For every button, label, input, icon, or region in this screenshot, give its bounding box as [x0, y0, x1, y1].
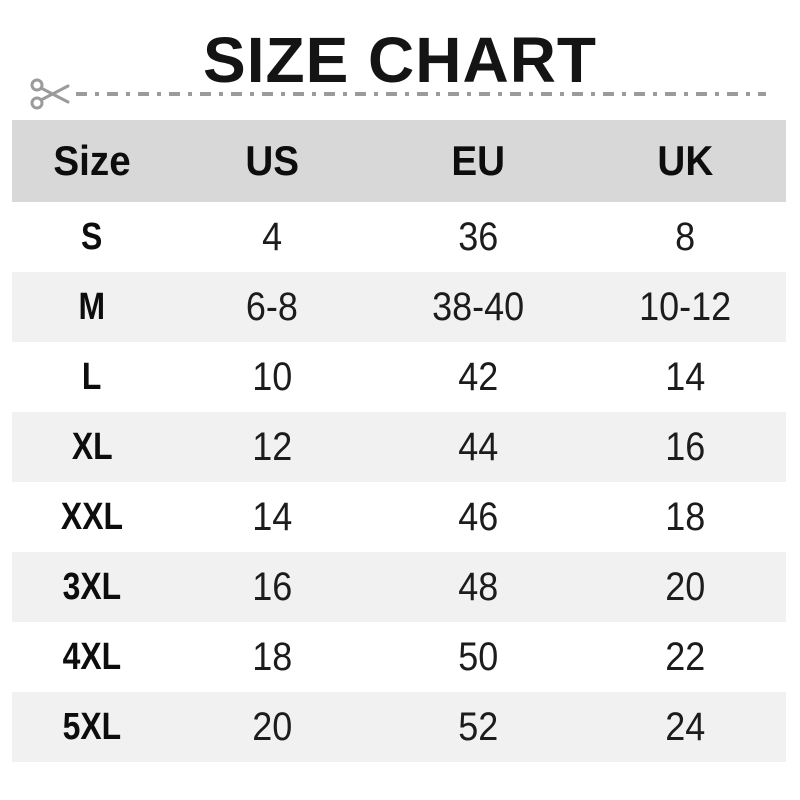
us-cell: 4 — [261, 214, 283, 259]
column-header-uk: UK — [657, 137, 713, 184]
table-row-xxl: XXL 14 46 18 — [12, 482, 786, 552]
uk-cell: 8 — [674, 214, 696, 259]
eu-cell: 50 — [457, 634, 499, 679]
us-cell: 10 — [251, 354, 293, 399]
table-row-m: M 6-8 38-40 10-12 — [12, 272, 786, 342]
us-cell: 6-8 — [245, 284, 299, 329]
size-cell: 4XL — [62, 635, 122, 678]
table-row-5xl: 5XL 20 52 24 — [12, 692, 786, 762]
us-cell: 18 — [251, 634, 293, 679]
eu-cell: 36 — [457, 214, 499, 259]
uk-cell: 22 — [664, 634, 706, 679]
uk-cell: 24 — [664, 704, 706, 749]
us-cell: 12 — [251, 424, 293, 469]
table-row-3xl: 3XL 16 48 20 — [12, 552, 786, 622]
eu-cell: 46 — [457, 494, 499, 539]
column-header-us: US — [245, 137, 299, 184]
size-table: Size US EU UK S 4 36 8 M 6-8 38-40 10-12… — [12, 120, 786, 762]
uk-cell: 10-12 — [638, 284, 732, 329]
column-header-eu: EU — [451, 137, 505, 184]
eu-cell: 48 — [457, 564, 499, 609]
table-header-row: Size US EU UK — [12, 120, 786, 202]
eu-cell: 42 — [457, 354, 499, 399]
size-cell: M — [78, 285, 106, 328]
size-cell: XL — [71, 425, 113, 468]
table-row-s: S 4 36 8 — [12, 202, 786, 272]
eu-cell: 38-40 — [431, 284, 525, 329]
scissors-icon — [30, 78, 70, 110]
column-header-size: Size — [53, 137, 131, 184]
page-title: SIZE CHART — [203, 24, 597, 96]
uk-cell: 14 — [664, 354, 706, 399]
size-cell: XXL — [60, 495, 124, 538]
cut-line-graphic — [30, 78, 766, 110]
table-row-4xl: 4XL 18 50 22 — [12, 622, 786, 692]
cut-line — [0, 74, 800, 114]
size-cell: 3XL — [62, 565, 122, 608]
eu-cell: 52 — [457, 704, 499, 749]
table-row-xl: XL 12 44 16 — [12, 412, 786, 482]
size-cell: L — [82, 355, 102, 398]
uk-cell: 16 — [664, 424, 706, 469]
uk-cell: 18 — [664, 494, 706, 539]
uk-cell: 20 — [664, 564, 706, 609]
table-row-l: L 10 42 14 — [12, 342, 786, 412]
eu-cell: 44 — [457, 424, 499, 469]
us-cell: 14 — [251, 494, 293, 539]
size-cell: S — [81, 215, 103, 258]
us-cell: 16 — [251, 564, 293, 609]
size-cell: 5XL — [62, 705, 122, 748]
us-cell: 20 — [251, 704, 293, 749]
